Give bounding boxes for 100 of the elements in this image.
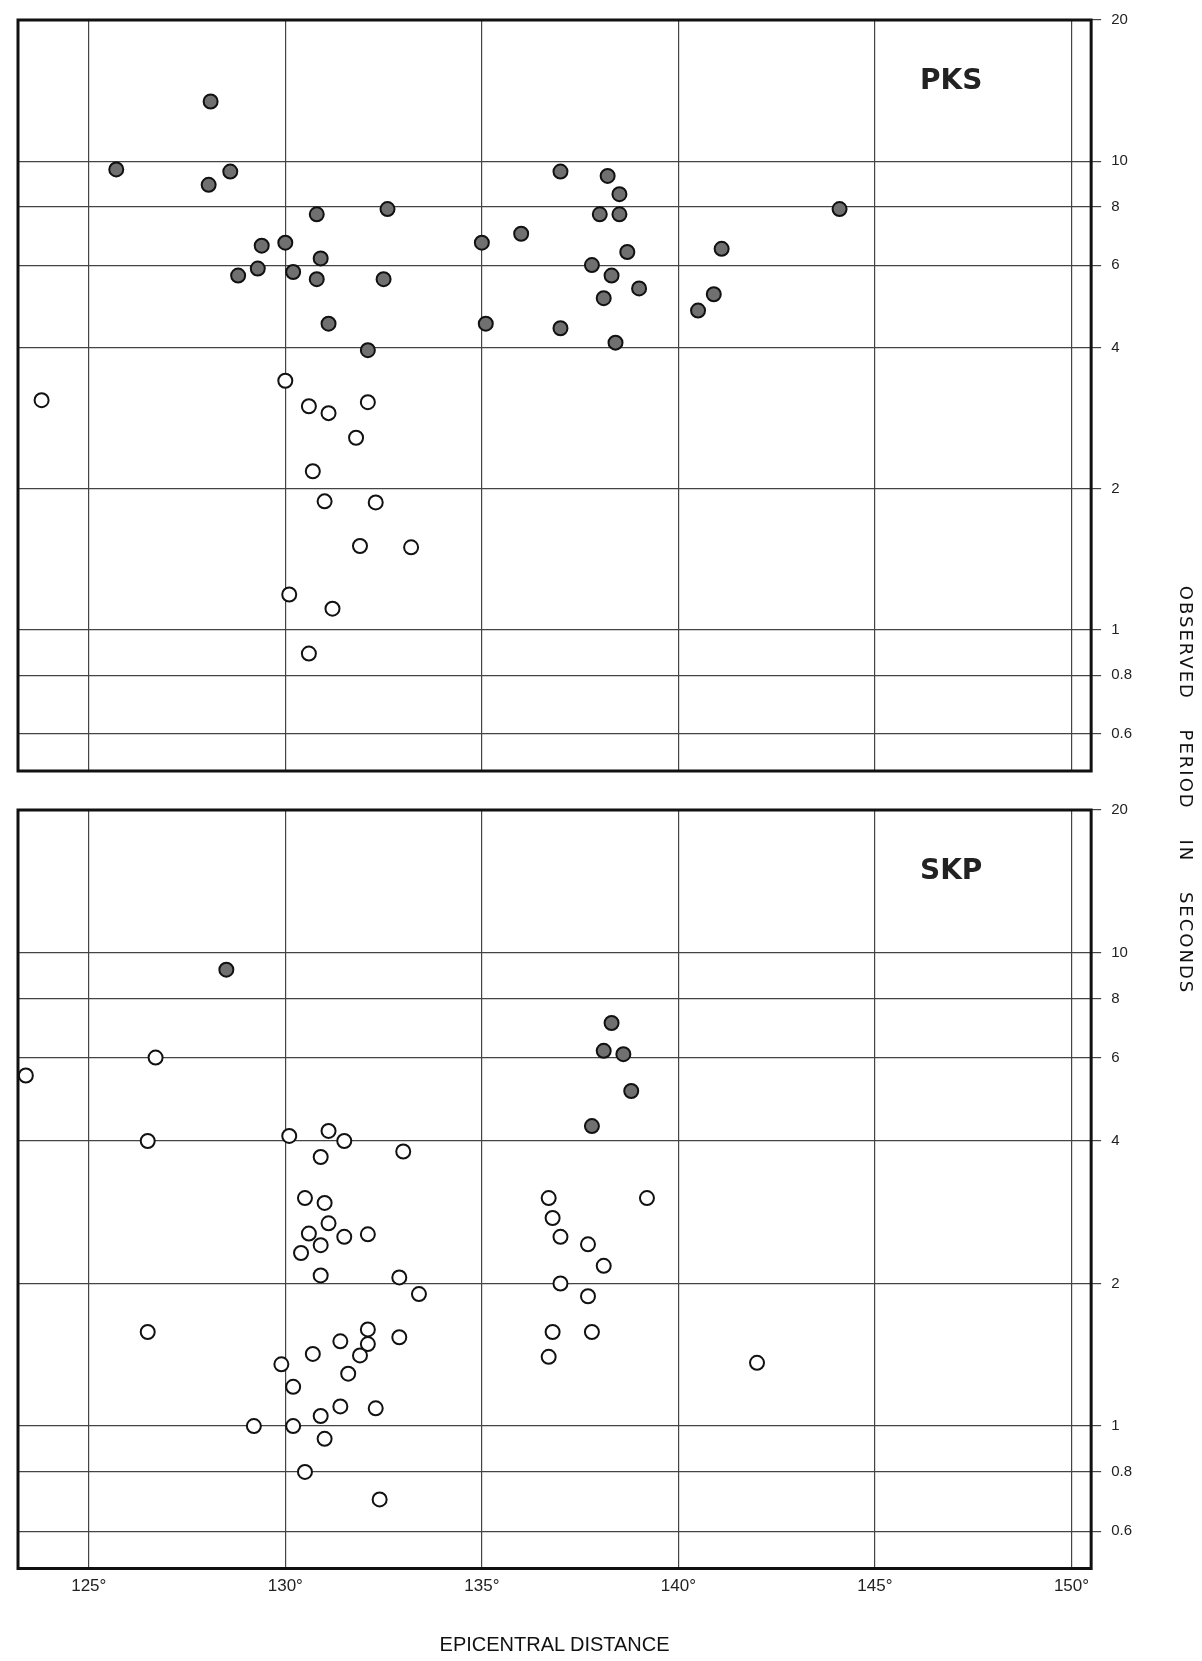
point bbox=[281, 586, 298, 603]
point bbox=[304, 1345, 321, 1362]
x-tick-label: 145° bbox=[857, 1576, 893, 1596]
point bbox=[218, 961, 235, 978]
point bbox=[285, 264, 302, 281]
point bbox=[320, 1122, 337, 1139]
point bbox=[253, 237, 270, 254]
point bbox=[367, 1400, 384, 1417]
point bbox=[249, 260, 266, 277]
point bbox=[308, 271, 325, 288]
x-axis-title: EPICENTRAL DISTANCE bbox=[439, 1632, 670, 1655]
point bbox=[552, 1275, 569, 1292]
point bbox=[312, 1267, 329, 1284]
point bbox=[831, 201, 848, 218]
point bbox=[348, 429, 365, 446]
point bbox=[552, 163, 569, 180]
point bbox=[300, 398, 317, 415]
point bbox=[296, 1190, 313, 1207]
point bbox=[544, 1323, 561, 1340]
point bbox=[599, 167, 616, 184]
point bbox=[139, 1132, 156, 1149]
point bbox=[705, 286, 722, 303]
y-axis-title: OBSERVED PERIOD IN SECONDS bbox=[1175, 585, 1197, 995]
point bbox=[611, 186, 628, 203]
point bbox=[540, 1190, 557, 1207]
point bbox=[139, 1323, 156, 1340]
point bbox=[324, 600, 341, 617]
x-tick-label: 135° bbox=[464, 1576, 500, 1596]
point bbox=[359, 1226, 376, 1243]
point bbox=[332, 1333, 349, 1350]
y-tick-label: 6 bbox=[1111, 1047, 1120, 1065]
point bbox=[359, 1336, 376, 1353]
point bbox=[631, 280, 648, 297]
point bbox=[320, 315, 337, 332]
point bbox=[308, 206, 325, 223]
x-tick-label: 140° bbox=[660, 1576, 696, 1596]
point bbox=[285, 1418, 302, 1435]
point bbox=[293, 1244, 310, 1261]
point bbox=[359, 394, 376, 411]
y-tick-label: 2 bbox=[1111, 478, 1120, 496]
point bbox=[312, 1237, 329, 1254]
point bbox=[320, 1215, 337, 1232]
point bbox=[304, 463, 321, 480]
point bbox=[513, 225, 530, 242]
point bbox=[713, 240, 730, 257]
y-tick-label: 8 bbox=[1111, 988, 1120, 1006]
y-tick-label: 0.8 bbox=[1111, 1462, 1133, 1480]
point bbox=[336, 1132, 353, 1149]
point bbox=[300, 645, 317, 662]
point bbox=[147, 1049, 164, 1066]
point bbox=[379, 201, 396, 218]
y-tick-label: 10 bbox=[1111, 942, 1128, 960]
point bbox=[540, 1348, 557, 1365]
point bbox=[579, 1236, 596, 1253]
y-tick-label: 0.6 bbox=[1111, 1521, 1133, 1539]
point bbox=[583, 257, 600, 274]
point bbox=[473, 234, 490, 251]
y-tick-label: 1 bbox=[1111, 1416, 1120, 1434]
point bbox=[296, 1463, 313, 1480]
point bbox=[690, 302, 707, 319]
point bbox=[33, 392, 50, 409]
point bbox=[312, 250, 329, 267]
point bbox=[552, 320, 569, 337]
text: PKS bbox=[919, 63, 983, 97]
point bbox=[583, 1323, 600, 1340]
point bbox=[316, 1194, 333, 1211]
y-tick-label: 0.6 bbox=[1111, 724, 1133, 742]
point bbox=[403, 539, 420, 556]
point bbox=[410, 1286, 427, 1303]
point bbox=[312, 1408, 329, 1425]
point bbox=[359, 342, 376, 359]
point bbox=[245, 1418, 262, 1435]
point bbox=[316, 1430, 333, 1447]
x-tick-label: 150° bbox=[1053, 1576, 1090, 1596]
point bbox=[595, 290, 612, 307]
point bbox=[285, 1378, 302, 1395]
y-tick-label: 1 bbox=[1111, 620, 1120, 638]
point bbox=[391, 1269, 408, 1286]
point bbox=[749, 1354, 766, 1371]
point bbox=[367, 494, 384, 511]
point bbox=[615, 1046, 632, 1063]
point bbox=[595, 1042, 612, 1059]
y-tick-label: 0.8 bbox=[1111, 665, 1133, 683]
point bbox=[583, 1118, 600, 1135]
point bbox=[281, 1127, 298, 1144]
point bbox=[544, 1210, 561, 1227]
y-tick-label: 20 bbox=[1111, 10, 1128, 28]
point bbox=[371, 1491, 388, 1508]
x-tick-label: 125° bbox=[71, 1576, 107, 1596]
point bbox=[395, 1143, 412, 1160]
point bbox=[619, 243, 636, 260]
point bbox=[320, 405, 337, 422]
point bbox=[108, 161, 125, 178]
point bbox=[316, 493, 333, 510]
point bbox=[351, 537, 368, 554]
point bbox=[552, 1228, 569, 1245]
point bbox=[375, 271, 392, 288]
point bbox=[312, 1149, 329, 1166]
point bbox=[579, 1288, 596, 1305]
point bbox=[603, 267, 620, 284]
